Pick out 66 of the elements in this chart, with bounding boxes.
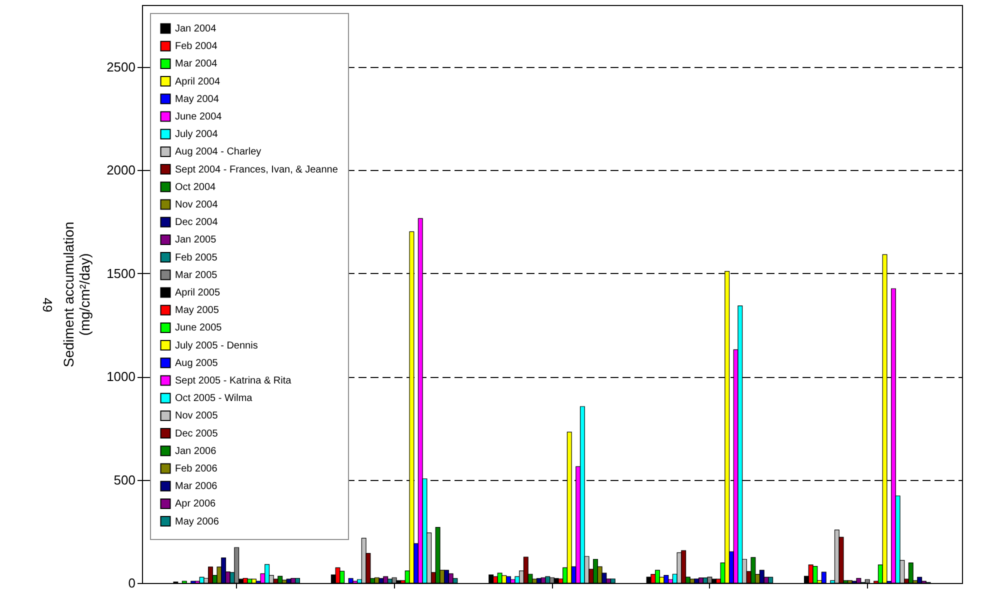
bar [750, 557, 756, 584]
bar [448, 573, 454, 584]
legend-label: April 2004 [175, 76, 220, 88]
legend-label: April 2005 [175, 288, 220, 298]
bar [664, 575, 669, 584]
legend-label: Oct 2004 [175, 182, 216, 193]
bar [348, 578, 354, 584]
legend-label: Jan 2006 [175, 446, 217, 457]
bar [759, 570, 764, 584]
legend-label: Feb 2005 [175, 252, 218, 264]
bar [290, 578, 296, 584]
bar [523, 556, 528, 584]
bar [812, 566, 818, 584]
legend-label: Nov 2005 [175, 410, 218, 422]
legend-label: June 2004 [175, 112, 222, 122]
bar [545, 576, 550, 584]
y-tick-label: 0 [128, 576, 136, 590]
bar [510, 579, 516, 584]
legend-label: Dec 2005 [175, 428, 218, 440]
bar [610, 578, 616, 584]
legend-label: May 2006 [175, 516, 220, 528]
legend-label: Oct 2005 - Wilma [175, 393, 253, 404]
bar [282, 580, 287, 584]
bar [908, 562, 914, 584]
y-tick-label: 500 [114, 472, 136, 488]
bar [435, 526, 440, 584]
y-axis-title: Sediment accumulation (mg/cm²/day) [60, 222, 93, 368]
legend-label: Aug 2004 - Charley [175, 146, 262, 158]
legend-label: Nov 2004 [175, 200, 218, 210]
bar [536, 578, 542, 584]
legend-label: May 2004 [175, 94, 220, 105]
legend-label: July 2004 [175, 129, 218, 140]
bar [383, 576, 388, 584]
legend-label: Feb 2006 [175, 464, 218, 474]
bar [502, 575, 507, 584]
legend-label: Apr 2006 [175, 498, 216, 510]
legend-label: Jan 2004 [175, 24, 217, 34]
bar [676, 552, 682, 584]
y-tick-label: 2000 [106, 162, 136, 178]
legend-label: June 2005 [175, 322, 222, 334]
bar [694, 578, 700, 584]
bar [554, 578, 559, 584]
text: 49 [40, 298, 55, 312]
bar [374, 577, 380, 584]
legend-label: Sept 2005 - Katrina & Rita [175, 376, 292, 386]
bar [247, 578, 252, 584]
legend-label: May 2005 [175, 305, 220, 316]
bar [340, 570, 345, 584]
legend-label: Aug 2005 [175, 358, 218, 369]
bar [396, 580, 402, 584]
legend-label: Sept 2004 - Frances, Ivan, & Jeanne [175, 164, 338, 176]
legend-label: Jan 2005 [175, 234, 217, 246]
bar [278, 576, 283, 584]
legend-label: Dec 2004 [175, 217, 218, 228]
bar [821, 572, 826, 584]
bar [650, 574, 656, 584]
legend-label: Feb 2004 [175, 41, 218, 52]
legend-label: Mar 2004 [175, 58, 218, 70]
legend-label: Mar 2006 [175, 481, 218, 492]
y-tick-label: 1500 [106, 266, 136, 281]
legend-label: July 2005 - Dennis [175, 340, 258, 352]
legend-label: Mar 2005 [175, 270, 218, 281]
y-tick-label: 2500 [106, 59, 136, 74]
bar [488, 574, 494, 584]
y-tick-label: 1000 [106, 369, 136, 384]
bar [856, 578, 862, 584]
